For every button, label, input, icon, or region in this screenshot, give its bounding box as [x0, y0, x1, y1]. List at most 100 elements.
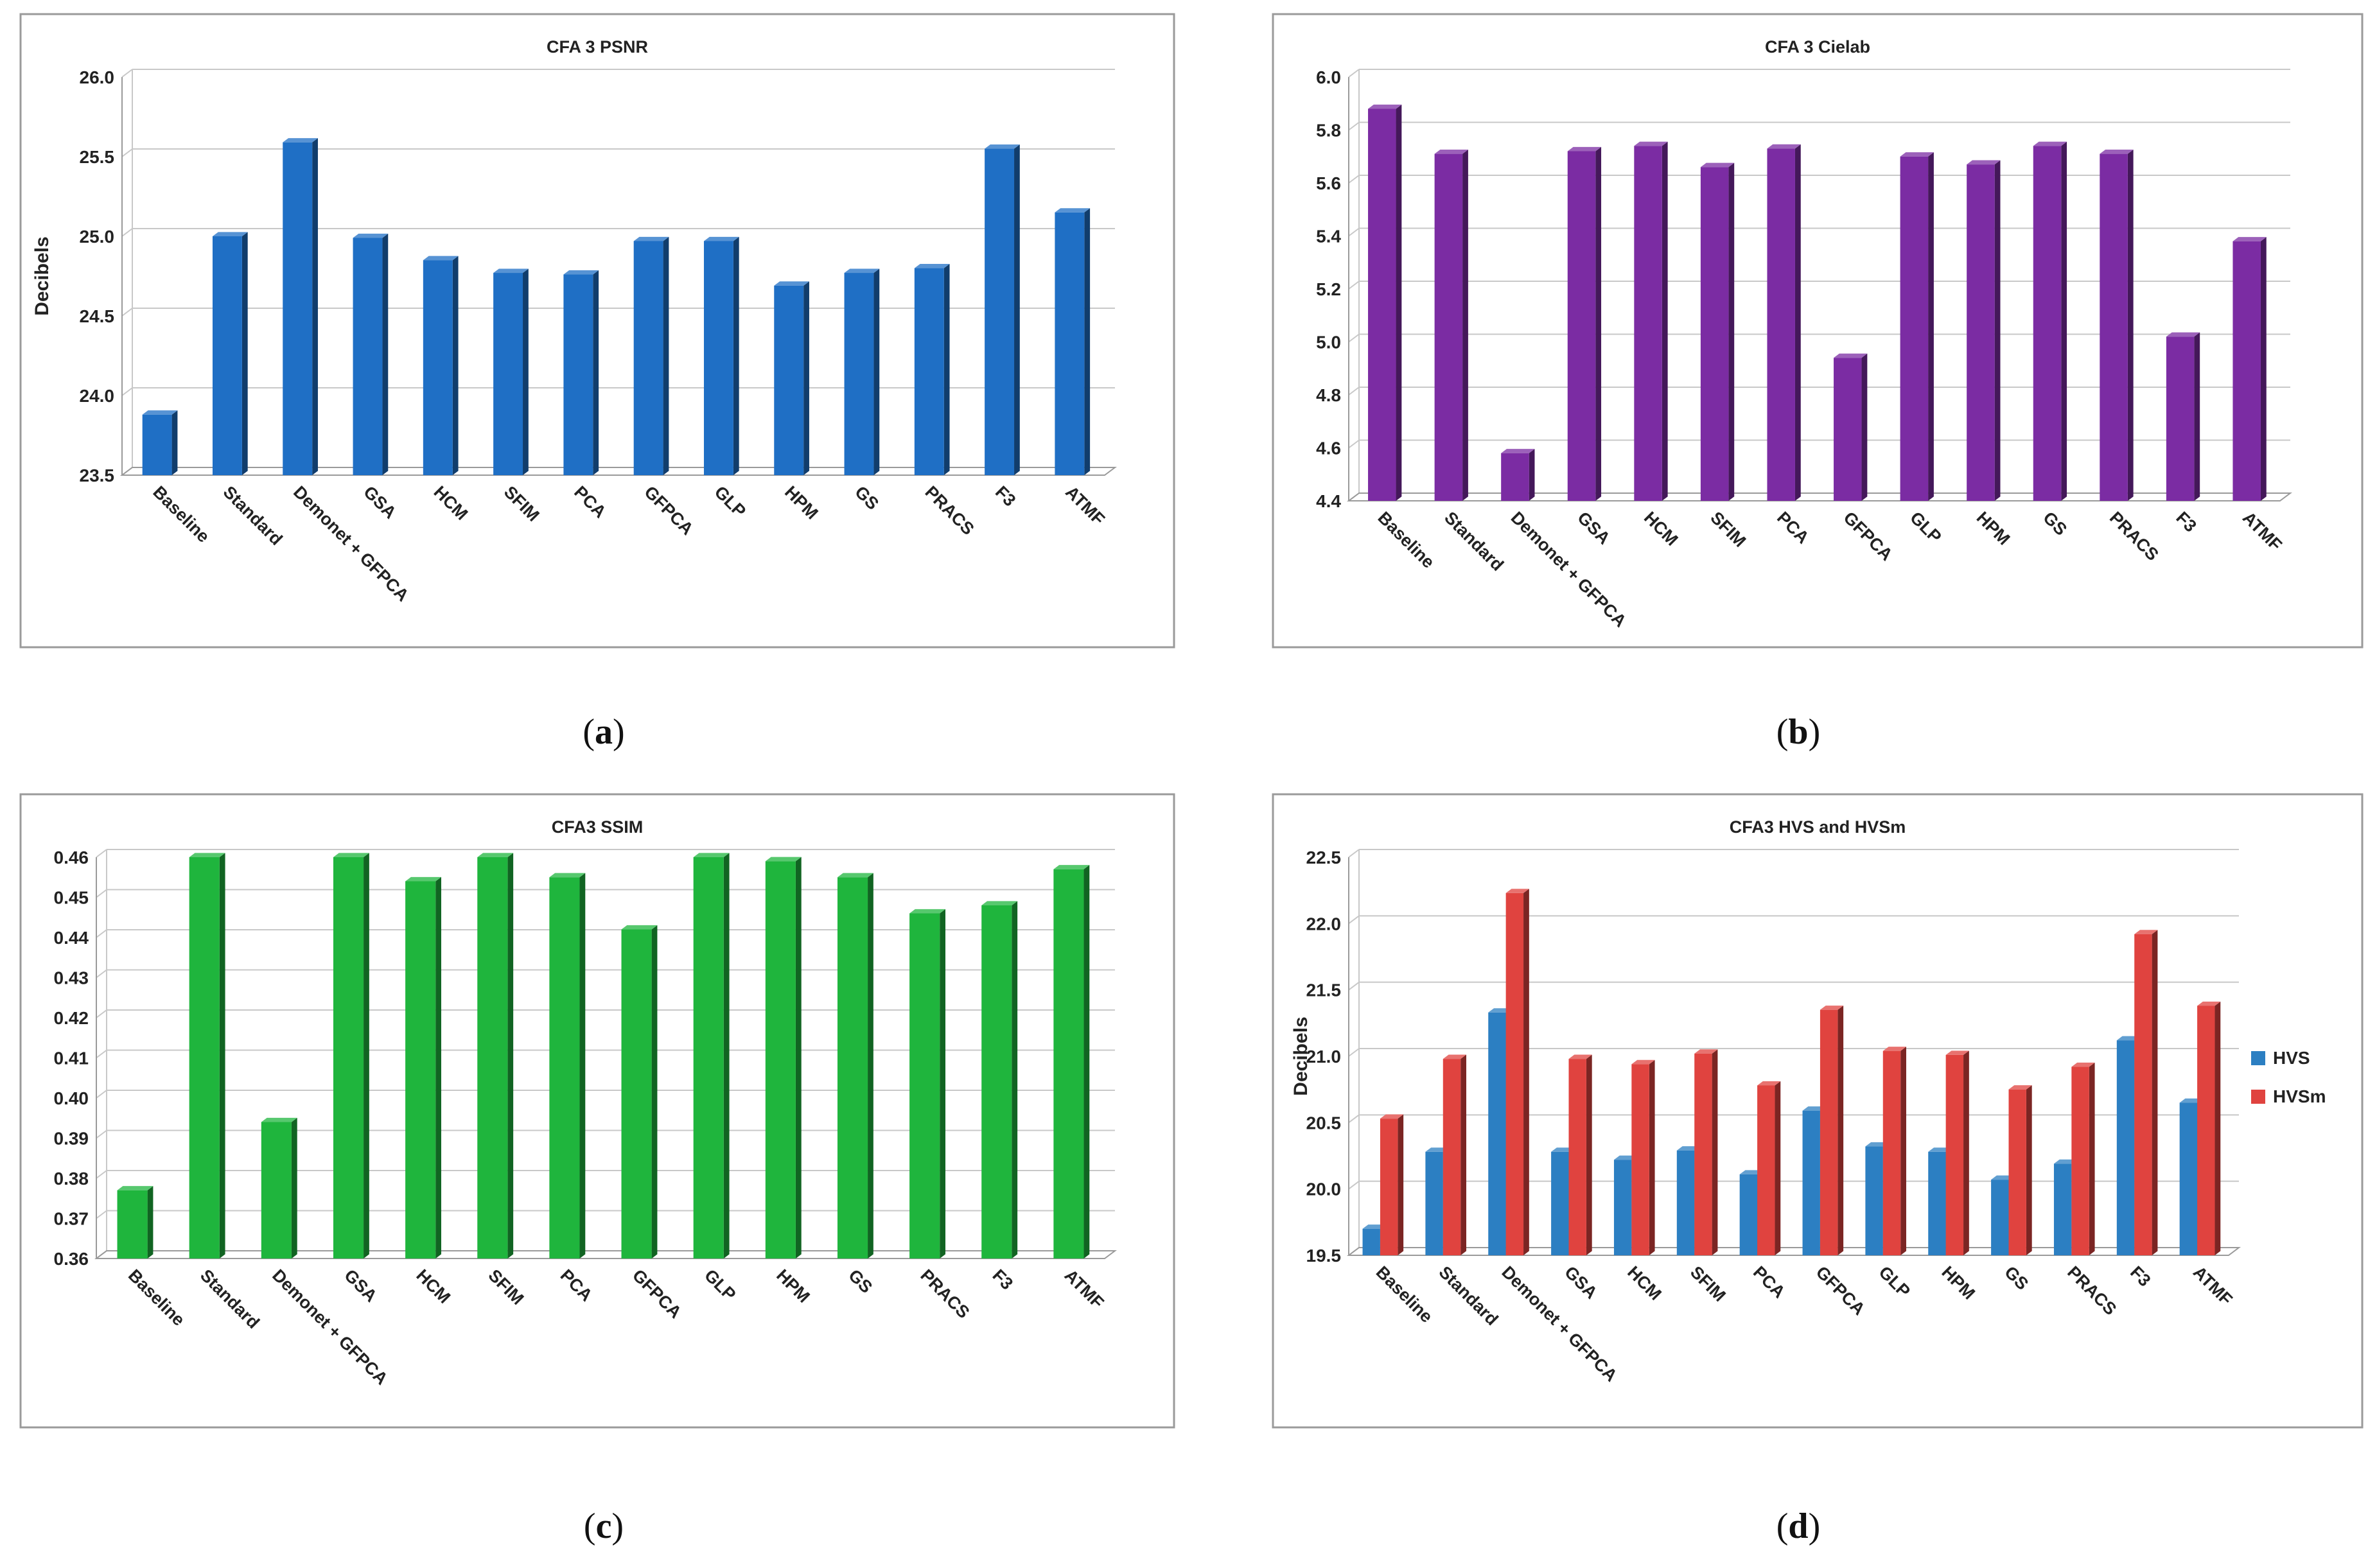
bar-top [1380, 1114, 1404, 1119]
bar-top [981, 901, 1018, 905]
bar-top [2100, 150, 2134, 154]
bar-hvsm-demonet-gfpca [1505, 893, 1524, 1255]
gridline-depth [121, 228, 133, 237]
gridline-depth [1348, 1048, 1360, 1057]
y-tick-label: 5.6 [1316, 173, 1341, 193]
gridline-depth [1348, 849, 1360, 858]
bar-hvsm-pracs [2071, 1067, 2089, 1255]
bar-top [1362, 1224, 1386, 1229]
bar-side [593, 270, 599, 475]
bar-side [2194, 332, 2200, 501]
bar-side [1460, 1054, 1466, 1255]
plot-area: 23.524.024.525.025.526.0DecibelsBaseline… [31, 67, 1117, 605]
bar-side [1994, 160, 2001, 501]
gridline-depth [96, 849, 107, 858]
bar-top [1568, 1054, 1592, 1059]
bar-top [117, 1186, 153, 1190]
bar-atmf [2232, 241, 2261, 501]
bar-standard [212, 236, 242, 475]
bar-side [291, 1117, 297, 1259]
bar-hvsm-hpm [1945, 1054, 1964, 1255]
bar-top [1820, 1006, 1844, 1010]
bar-gfpca [621, 929, 652, 1259]
gridline-depth [1348, 387, 1360, 396]
bar-hvs-gs [1991, 1180, 2009, 1255]
bar-side [241, 232, 248, 475]
bar-f3 [985, 148, 1015, 475]
bar-top [985, 144, 1020, 149]
bar-hcm [405, 881, 436, 1259]
bar-top [1551, 1147, 1575, 1152]
bar-standard [189, 857, 220, 1259]
gridline-depth [1348, 981, 1360, 991]
bar-gfpca [1834, 358, 1862, 501]
bar-hpm [774, 285, 804, 475]
chart-panel-b: CFA 3 Cielab 4.4 4.6 4.8 5.0 5.2 5.4 5.6 5.8 6.0… [1272, 13, 2364, 649]
gridline-depth [1348, 121, 1360, 131]
bar-top [1613, 1155, 1638, 1160]
bar-side [1012, 901, 1018, 1259]
bar-hvs-hpm [1928, 1151, 1946, 1255]
bar-side [1014, 144, 1020, 475]
bar-side [1838, 1006, 1844, 1255]
bar-top [189, 853, 225, 857]
bar-top [2033, 141, 2067, 146]
bar-gs [837, 877, 868, 1259]
y-tick-label: 22.5 [1306, 848, 1342, 867]
bar-pca [549, 877, 580, 1259]
bar-hvsm-glp [1882, 1050, 1901, 1255]
bar-top [1053, 865, 1090, 869]
bar-top [333, 853, 369, 857]
bar-pca [563, 274, 593, 475]
bar-top [1967, 160, 2001, 165]
bar-top [1425, 1147, 1449, 1152]
bar-standard [1434, 153, 1463, 501]
gridline-depth [121, 148, 133, 157]
bar-top [2197, 1001, 2221, 1006]
bar-side [1084, 208, 1091, 475]
caption-label: a [595, 712, 613, 752]
bar-top [1567, 146, 1602, 152]
bar-glp [703, 241, 733, 475]
gridline-depth [1348, 439, 1360, 449]
bar-pracs [909, 913, 940, 1259]
gridline-depth [121, 387, 133, 396]
caption-c: (c) [583, 1506, 624, 1546]
y-tick-label: 21.0 [1306, 1047, 1342, 1067]
bar-hvs-demonet-gfpca [1488, 1012, 1506, 1255]
bar-side [1900, 1047, 1906, 1255]
bar-side [1712, 1049, 1718, 1255]
bar-side [940, 909, 945, 1259]
bar-hvs-f3 [2116, 1040, 2135, 1255]
bar-demonet-gfpca [1501, 453, 1529, 501]
bar-sfim [493, 273, 523, 475]
bar-top [2116, 1036, 2141, 1041]
gridline-depth [96, 1090, 107, 1099]
y-tick-label: 20.5 [1306, 1113, 1342, 1133]
bar-side [2215, 1001, 2221, 1255]
bar-top [1900, 152, 1934, 157]
bar-side [1649, 1059, 1655, 1255]
y-tick-label: 5.8 [1316, 121, 1341, 141]
bar-side [1398, 1114, 1404, 1255]
caption-a: (a) [583, 712, 625, 752]
bar-top [837, 873, 873, 878]
y-tick-label: 4.8 [1316, 385, 1341, 405]
gridline-depth [1348, 175, 1360, 184]
y-tick-label: 0.38 [54, 1169, 89, 1189]
bar-side [723, 853, 730, 1259]
bar-side [651, 925, 658, 1259]
bar-top [621, 925, 658, 930]
bar-side [1529, 449, 1535, 501]
bar-hvsm-gfpca [1820, 1009, 1838, 1255]
bar-hvsm-atmf [2197, 1006, 2215, 1255]
gridline-depth [1348, 915, 1360, 925]
bar-baseline [1368, 109, 1396, 501]
bar-top [563, 270, 599, 275]
bar-top [142, 410, 178, 415]
chart-title: CFA3 HVS and HVSm [1730, 817, 1906, 837]
bar-top [1945, 1050, 1969, 1055]
bar-pca [1767, 148, 1795, 501]
chart-panel-a: CFA 3 PSNR 23.5 24.0 24.5 25.0 25.5 26.0 Decib… [19, 13, 1175, 649]
